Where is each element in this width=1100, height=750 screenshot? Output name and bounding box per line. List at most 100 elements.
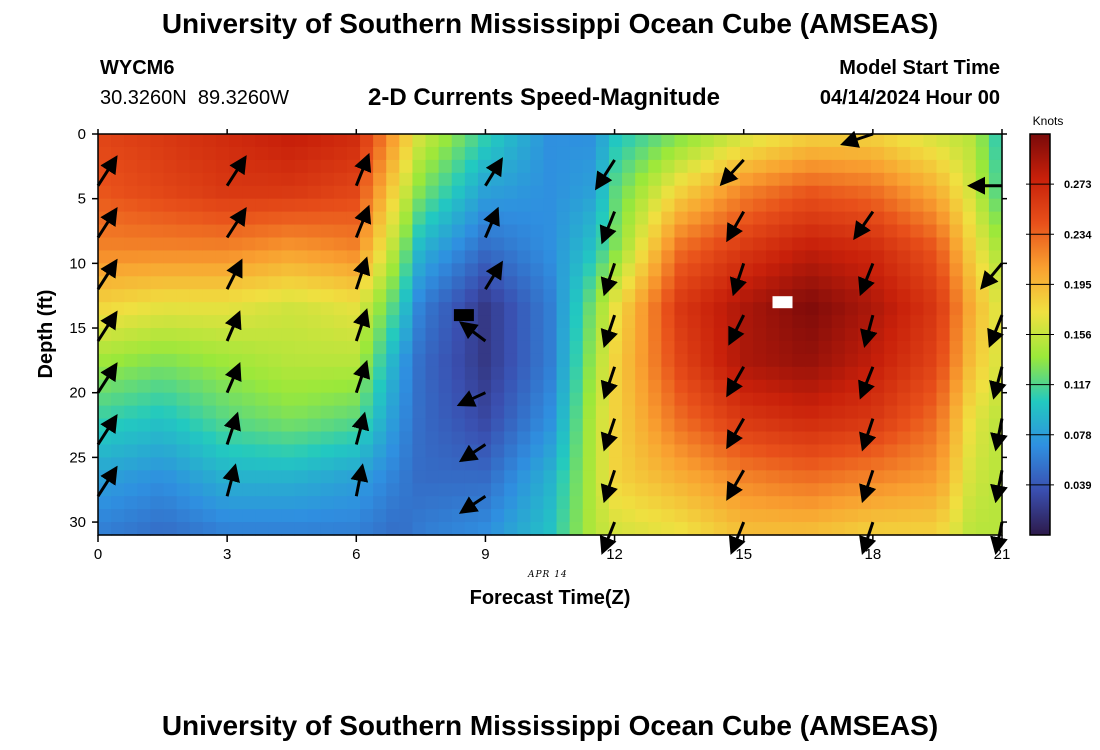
heat-cell [150,522,165,536]
heat-cell [805,366,820,381]
heat-cell [438,496,453,510]
heat-cell [792,328,807,342]
heat-cell [766,185,780,200]
heat-cell [936,444,951,458]
heat-cell [425,522,440,536]
heat-cell [884,457,898,471]
heat-cell [189,159,204,174]
heat-cell [949,172,964,187]
extrema-markers [453,296,793,322]
current-vector [987,314,1004,348]
heat-cell [150,250,165,264]
heat-cell [962,483,977,497]
heat-cell [923,276,938,290]
heat-cell [255,315,269,329]
heat-cell [936,134,951,148]
heat-cell [137,444,151,458]
heat-cell [189,237,204,252]
heat-cell [281,250,296,264]
heat-cell [176,172,191,187]
heat-cell [897,522,911,536]
heat-cell [674,302,689,316]
heat-cell [137,211,151,226]
heat-cell [962,470,977,484]
heat-cell [713,146,728,161]
heat-cell [897,431,911,446]
heat-cell [818,159,833,174]
heat-cell [111,522,125,536]
heat-cell [373,159,387,174]
heat-cell [805,134,820,148]
heat-cell [857,353,872,368]
heat-cell [988,302,1003,316]
heat-cell [451,237,466,252]
x-tick-label: 9 [481,546,489,563]
heat-cell [111,444,125,458]
heat-cell [412,340,427,355]
heat-cell [399,418,414,433]
heat-cell [517,276,531,290]
heat-cell [268,302,283,316]
x-tick-label: 15 [735,546,752,563]
heat-cell [753,172,767,187]
current-vector [860,314,878,348]
heat-cell [333,224,348,239]
heat-cell [700,198,715,213]
heat-cell [962,496,977,510]
heat-cell [281,315,296,329]
heat-cell [884,431,898,446]
heat-cell [648,418,662,433]
heat-cell [399,405,414,420]
heat-cell [281,405,296,420]
heat-cell [307,328,322,342]
heat-cell [779,328,793,342]
heat-cell [281,392,296,407]
heat-cell [255,353,269,368]
heat-cell [818,522,833,536]
heat-cell [517,379,531,394]
heat-cell [373,211,387,226]
heat-cell [936,470,951,484]
heat-cell [333,315,348,329]
heat-cell [111,457,125,471]
heat-cell [556,353,571,368]
heat-cell [504,134,518,148]
heat-cell [124,405,138,420]
heat-cell [333,379,348,394]
heat-cell [870,263,885,277]
heat-cell [805,250,820,264]
heat-cell [137,509,151,523]
heat-cell [608,146,623,161]
heat-cell [792,340,807,355]
heat-cell [661,224,676,239]
heat-cell [464,405,479,420]
heat-cell [648,302,662,316]
heat-cell [137,483,151,497]
heat-cell [333,146,348,161]
heat-cell [98,302,112,316]
heat-cell [137,224,151,239]
heat-cell [910,457,924,471]
heat-cell [333,366,348,381]
current-vector [458,321,487,343]
heat-cell [831,172,846,187]
heat-cell [373,134,387,148]
heat-cell [242,263,256,277]
heat-cell [556,211,571,226]
heat-cell [608,496,623,510]
heat-cell [176,146,191,161]
heat-cell [215,496,230,510]
heat-cell [399,211,414,226]
heat-cell [556,172,571,187]
heat-cell [936,522,951,536]
heat-cell [936,509,951,523]
heat-cell [844,237,859,252]
heat-cell [556,315,571,329]
heat-cell [189,250,204,264]
heat-cell [215,224,230,239]
heat-cell [674,185,689,200]
heat-cell [622,328,636,342]
heat-cell [582,431,597,446]
heat-cell [477,263,492,277]
heat-cell [648,444,662,458]
